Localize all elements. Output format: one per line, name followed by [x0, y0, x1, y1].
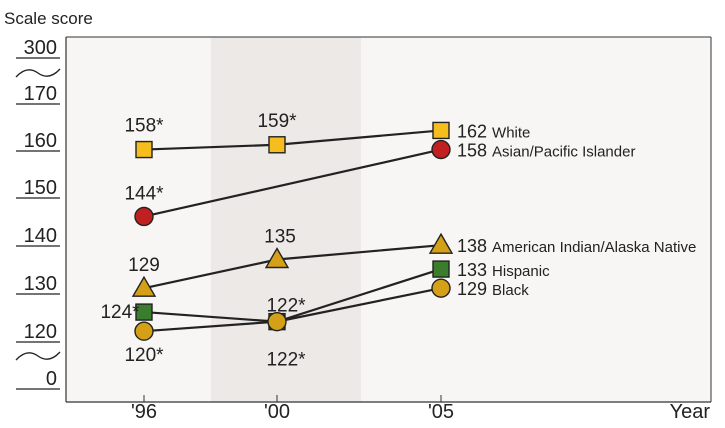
data-label-black-0: 120*: [124, 345, 164, 366]
data-label-white-0: 158*: [124, 116, 164, 137]
x-axis-title: Year: [670, 401, 711, 423]
series-name-black: Black: [492, 282, 529, 299]
y-axis-title: Scale score: [4, 9, 93, 28]
series-end-label-black: 129 Black: [457, 279, 529, 299]
series-name-american-indian-alaska-native: American Indian/Alaska Native: [492, 239, 696, 256]
x-tick-label-00: '00: [264, 401, 290, 423]
data-point-american-indian-alaska-native-1: [264, 247, 290, 269]
x-axis-ticks: '96 '00 '05: [131, 395, 454, 423]
shaded-year-band: [211, 37, 361, 402]
y-tick-label-300: 300: [24, 37, 57, 59]
series-end-label-american-indian-alaska-native: 138 American Indian/Alaska Native: [457, 236, 696, 256]
data-label-american-indian-alaska-native-1: 135: [264, 227, 296, 248]
y-tick-label-0: 0: [46, 368, 57, 390]
y-tick-label-160: 160: [24, 130, 57, 152]
data-point-hispanic-0: [135, 303, 153, 321]
data-point-american-indian-alaska-native-2: [428, 232, 454, 254]
y-tick-label-170: 170: [24, 83, 57, 105]
data-label-american-indian-alaska-native-2: 138: [457, 236, 492, 256]
series-end-label-white: 162 White: [457, 121, 530, 141]
x-tick-label-05: '05: [428, 401, 454, 423]
series-labels: 158* 159* 162 White 144* 158 Asian/Pacific I…: [100, 111, 696, 371]
data-point-american-indian-alaska-native-0: [131, 275, 157, 297]
data-label-black-1: 122*: [266, 350, 306, 371]
y-tick-label-150: 150: [24, 177, 57, 199]
data-label-white-2: 162: [457, 121, 492, 141]
data-point-asian-pacific-islander-0: [134, 206, 154, 227]
y-tick-label-140: 140: [24, 225, 57, 247]
y-tick-label-120: 120: [24, 321, 57, 343]
series-name-hispanic: Hispanic: [492, 263, 550, 280]
y-axis-ticks: 300 170 160 150 140 130 120 0: [15, 37, 61, 390]
data-point-hispanic-2: [432, 260, 450, 278]
y-axis-break-icon: [15, 68, 61, 78]
data-point-white-0: [135, 140, 153, 159]
data-point-white-2: [432, 121, 450, 140]
series-end-label-asian-pacific-islander: 158 Asian/Pacific Islander: [457, 141, 635, 161]
data-point-black-1: [267, 311, 287, 332]
series-name-asian-pacific-islander: Asian/Pacific Islander: [492, 144, 635, 161]
data-label-hispanic-2: 133: [457, 260, 492, 280]
data-label-black-2: 129: [457, 279, 492, 299]
data-label-hispanic-1: 122*: [266, 296, 306, 317]
data-point-white-1: [268, 136, 286, 154]
y-tick-label-130: 130: [24, 273, 57, 295]
data-label-american-indian-alaska-native-0: 129: [128, 255, 160, 276]
series-markers: [131, 121, 454, 341]
series-end-label-hispanic: 133 Hispanic: [457, 260, 550, 280]
x-tick-label-96: '96: [131, 401, 157, 423]
plot-background: [66, 37, 711, 402]
data-label-asian-pacific-islander-2: 158: [457, 141, 492, 161]
data-label-white-1: 159*: [257, 111, 297, 132]
data-point-black-0: [134, 321, 154, 341]
series-name-white: White: [492, 124, 530, 141]
y-axis-break-icon: [15, 351, 61, 361]
data-point-asian-pacific-islander-2: [431, 139, 451, 160]
data-point-black-2: [431, 278, 451, 298]
series-line-asian-pacific-islander: [143, 148, 442, 218]
data-label-asian-pacific-islander-0: 144*: [124, 183, 164, 204]
data-label-hispanic-0: 124*: [100, 302, 140, 323]
